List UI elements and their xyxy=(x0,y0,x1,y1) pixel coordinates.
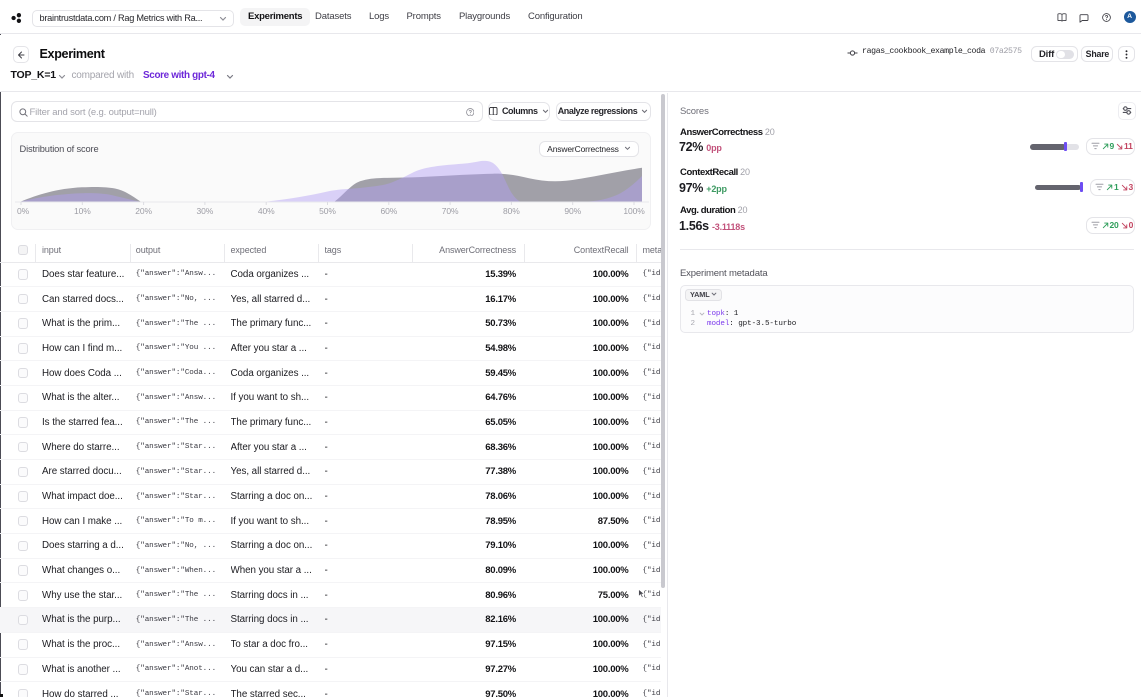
svg-text:100%: 100% xyxy=(623,206,645,216)
svg-text:30%: 30% xyxy=(197,206,214,216)
svg-text:50%: 50% xyxy=(319,206,336,216)
svg-text:70%: 70% xyxy=(442,206,459,216)
svg-text:20%: 20% xyxy=(135,206,152,216)
svg-text:60%: 60% xyxy=(380,206,397,216)
svg-text:10%: 10% xyxy=(74,206,91,216)
svg-text:90%: 90% xyxy=(564,206,581,216)
svg-text:80%: 80% xyxy=(503,206,520,216)
svg-text:40%: 40% xyxy=(258,206,275,216)
svg-text:0%: 0% xyxy=(17,206,30,216)
